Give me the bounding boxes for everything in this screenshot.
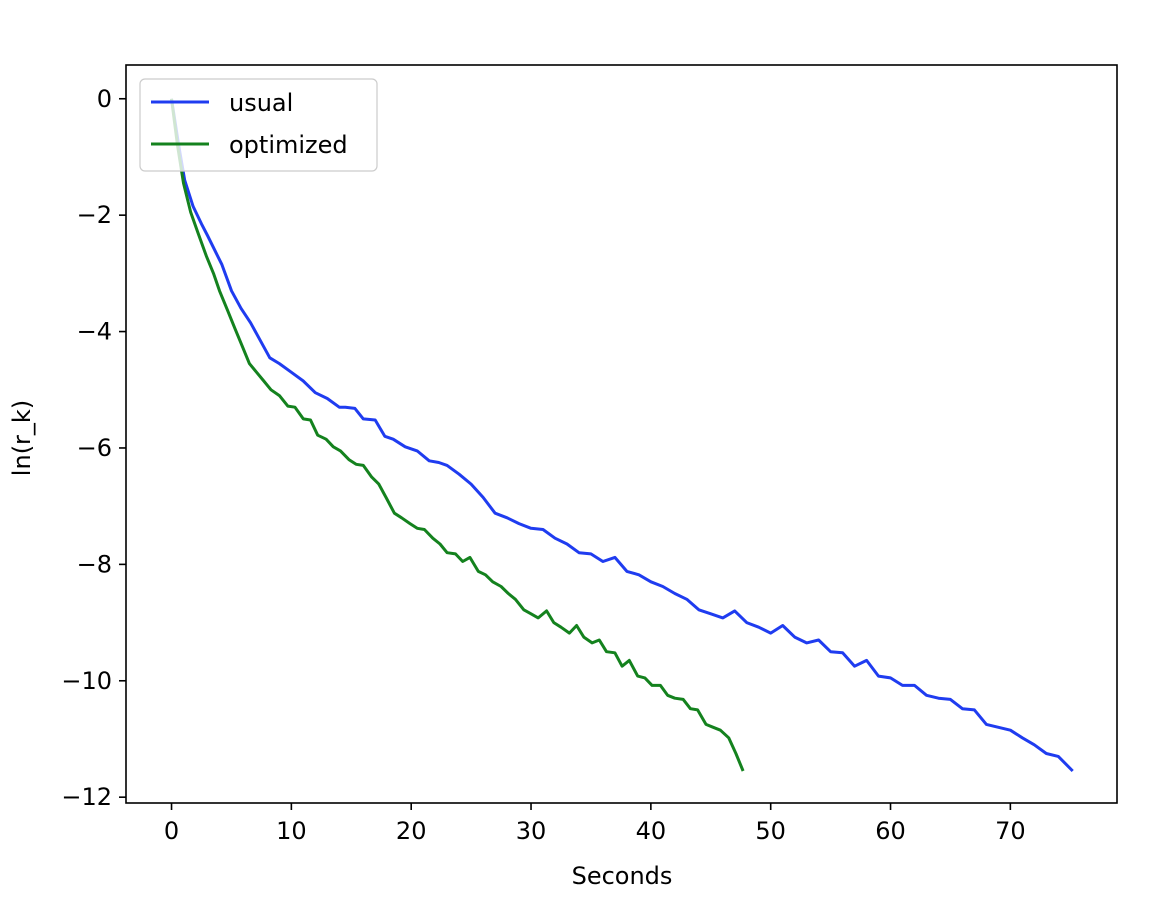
series-line-optimized: [170, 98, 745, 772]
x-tick-label: 60: [875, 817, 906, 845]
x-tick-label: 10: [276, 817, 307, 845]
x-axis-ticks: 0 10 20 30 40 50 60 70: [164, 803, 1026, 845]
x-tick-label: 50: [755, 817, 786, 845]
y-tick-label: −4: [77, 318, 112, 346]
y-tick-label: −6: [77, 434, 112, 462]
y-tick-label: −12: [61, 783, 112, 811]
series-layer: [170, 98, 1074, 773]
y-tick-label: 0: [97, 85, 112, 113]
series-line-usual: [170, 98, 1074, 773]
legend-label-optimized: optimized: [229, 131, 348, 159]
x-tick-label: 0: [164, 817, 179, 845]
x-tick-label: 20: [396, 817, 427, 845]
y-tick-label: −10: [61, 667, 112, 695]
x-tick-label: 70: [995, 817, 1026, 845]
y-tick-label: −8: [77, 550, 112, 578]
legend: usual optimized: [139, 78, 378, 172]
y-axis-label: ln(r_k): [8, 400, 36, 476]
y-axis-ticks: 0 −2 −4 −6 −8 −10 −12: [61, 85, 126, 811]
legend-label-usual: usual: [229, 89, 293, 117]
x-tick-label: 40: [636, 817, 667, 845]
plot-area-frame: [125, 64, 1118, 804]
x-axis-label: Seconds: [572, 862, 673, 890]
x-tick-label: 30: [516, 817, 547, 845]
y-tick-label: −2: [77, 201, 112, 229]
